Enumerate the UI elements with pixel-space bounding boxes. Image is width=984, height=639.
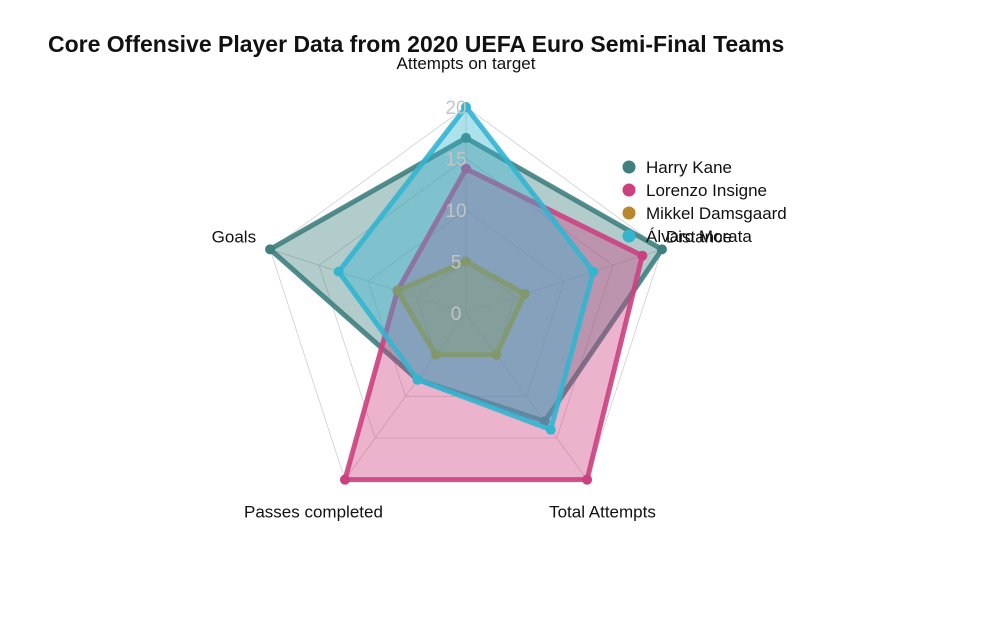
data-point: [333, 266, 344, 277]
data-point: [461, 256, 471, 267]
tick-label: 5: [451, 253, 462, 274]
data-point: [392, 285, 403, 296]
series-layer: [265, 102, 667, 485]
tick-label: 10: [445, 201, 466, 222]
axis-labels: Attempts on target Distance Total Attempts…: [212, 54, 732, 522]
data-point: [412, 374, 423, 385]
axis-spoke: [465, 248, 663, 314]
legend-label: Lorenzo Insigne: [646, 181, 767, 200]
axis-label: Attempts on target: [397, 54, 536, 73]
data-point: [491, 349, 502, 360]
tick-label: 20: [445, 98, 466, 119]
legend-item: Mikkel Damsgaard: [622, 204, 787, 223]
series--lvaro-morata: [333, 102, 599, 435]
axis-label: Passes completed: [244, 503, 383, 522]
data-point: [461, 163, 471, 174]
data-point: [265, 244, 276, 255]
data-point: [461, 132, 471, 143]
legend: Harry Kane Lorenzo Insigne Mikkel Damsgaar…: [622, 158, 787, 246]
data-point: [461, 102, 471, 112]
grid-ring-15: [318, 158, 614, 439]
legend-item: Harry Kane: [622, 158, 732, 177]
data-point: [582, 474, 593, 485]
legend-swatch: [622, 206, 636, 220]
legend-label: Álvaro Morata: [646, 227, 752, 246]
data-point: [430, 349, 441, 360]
chart-title: Core Offensive Player Data from 2020 UEF…: [48, 31, 784, 57]
series-area: [342, 166, 645, 483]
data-point: [588, 266, 599, 277]
legend-swatch: [622, 160, 636, 174]
axis-label: Goals: [212, 227, 256, 246]
series-mikkel-damsgaard: [392, 256, 530, 360]
data-point: [637, 250, 648, 261]
data-point: [545, 424, 556, 435]
series-area: [336, 104, 596, 433]
legend-swatch: [622, 229, 636, 243]
legend-swatch: [622, 183, 636, 197]
tick-label: 15: [445, 150, 466, 171]
series-lorenzo-insigne: [339, 163, 648, 485]
data-point: [339, 474, 350, 485]
data-point: [519, 288, 530, 299]
legend-item: Álvaro Morata: [622, 227, 752, 246]
axis-label: Total Attempts: [549, 503, 656, 522]
axis-label: Distance: [666, 227, 732, 246]
legend-label: Mikkel Damsgaard: [646, 204, 787, 223]
axis-spoke: [269, 248, 467, 314]
axis-spoke: [465, 312, 588, 480]
legend-label: Harry Kane: [646, 158, 732, 177]
radial-ticks: 0 5 10 15 20: [445, 98, 466, 325]
data-point: [656, 244, 667, 255]
tick-label: 0: [451, 304, 462, 325]
series-area: [394, 259, 528, 358]
axis-spoke: [344, 312, 467, 480]
legend-item: Lorenzo Insigne: [622, 181, 767, 200]
